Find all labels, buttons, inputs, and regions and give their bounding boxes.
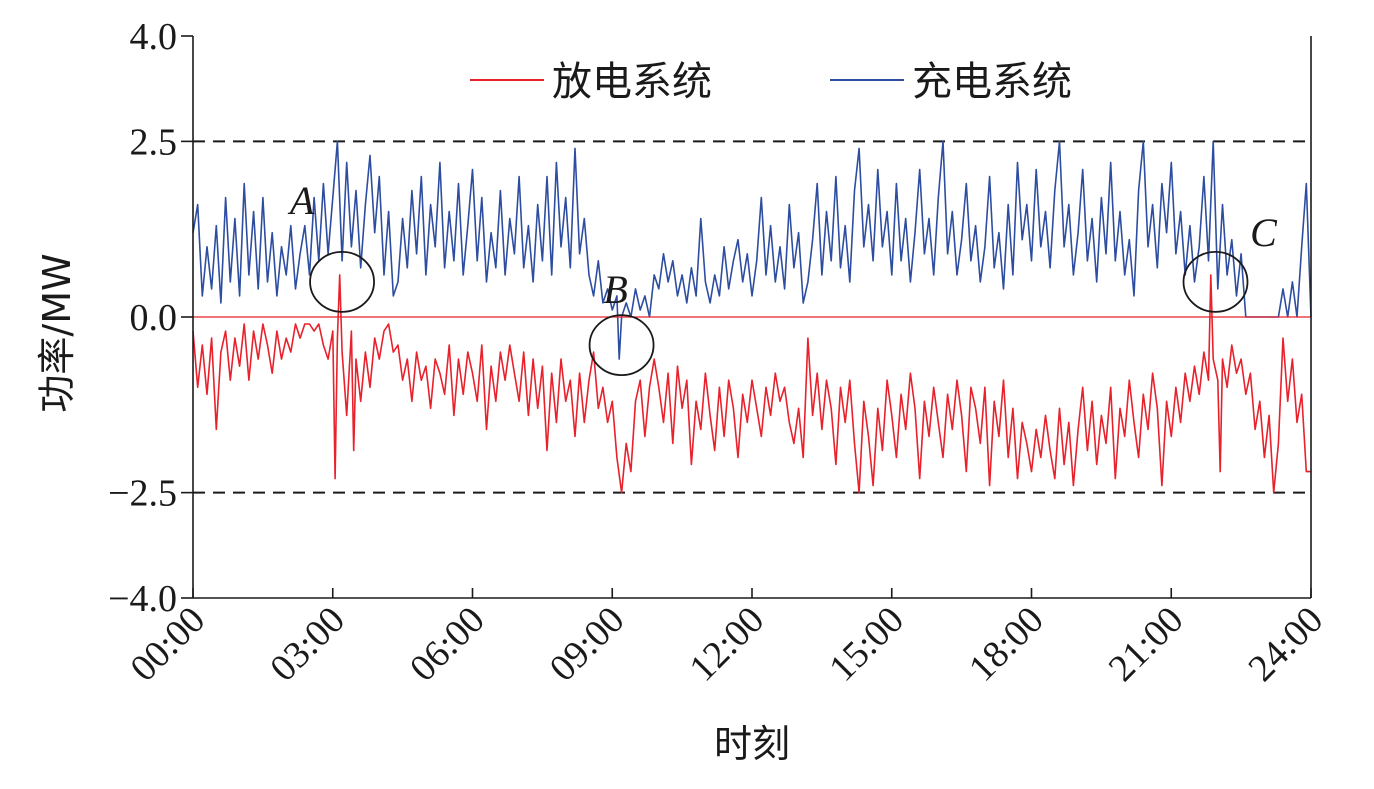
annotation-circle (1182, 250, 1249, 313)
y-axis-title: 功率/MW (35, 253, 79, 412)
x-ticks: 00:00 03:00 06:00 09:00 12:00 15:00 18:00 21:00… (122, 588, 1331, 690)
x-tick-label: 15:00 (821, 599, 912, 690)
y-tick-label: −4.0 (108, 578, 177, 620)
x-axis-title: 时刻 (714, 722, 790, 766)
x-tick-label: 09:00 (542, 599, 633, 690)
x-tick-label: 12:00 (681, 599, 772, 690)
reference-lines (193, 140, 1311, 494)
x-tick-label: 03:00 (262, 599, 353, 690)
annotation-label: C (1250, 210, 1278, 255)
annotation-layer: A B C (287, 178, 1278, 377)
legend-label: 放电系统 (552, 59, 712, 105)
annotation-label: B (603, 267, 627, 312)
y-ticks: 4.0 2.5 0.0 −2.5 −4.0 (108, 16, 193, 620)
series-line-1 (192, 140, 1312, 360)
annotation-label: A (287, 178, 315, 223)
y-tick-label: −2.5 (108, 473, 177, 515)
legend-label: 充电系统 (912, 59, 1072, 105)
x-tick-label: 21:00 (1101, 599, 1192, 690)
annotation-circle (588, 314, 655, 377)
y-tick-label: 4.0 (130, 16, 178, 58)
y-tick-label: 0.0 (130, 297, 178, 339)
legend: 放电系统 充电系统 (470, 59, 1072, 105)
x-tick-label: 06:00 (402, 599, 493, 690)
annotation-circle (309, 250, 375, 313)
x-tick-label: 24:00 (1240, 599, 1331, 690)
series-layer (192, 140, 1312, 494)
y-tick-label: 2.5 (130, 121, 178, 163)
series-line-0 (192, 274, 1311, 494)
x-tick-label: 18:00 (961, 599, 1052, 690)
